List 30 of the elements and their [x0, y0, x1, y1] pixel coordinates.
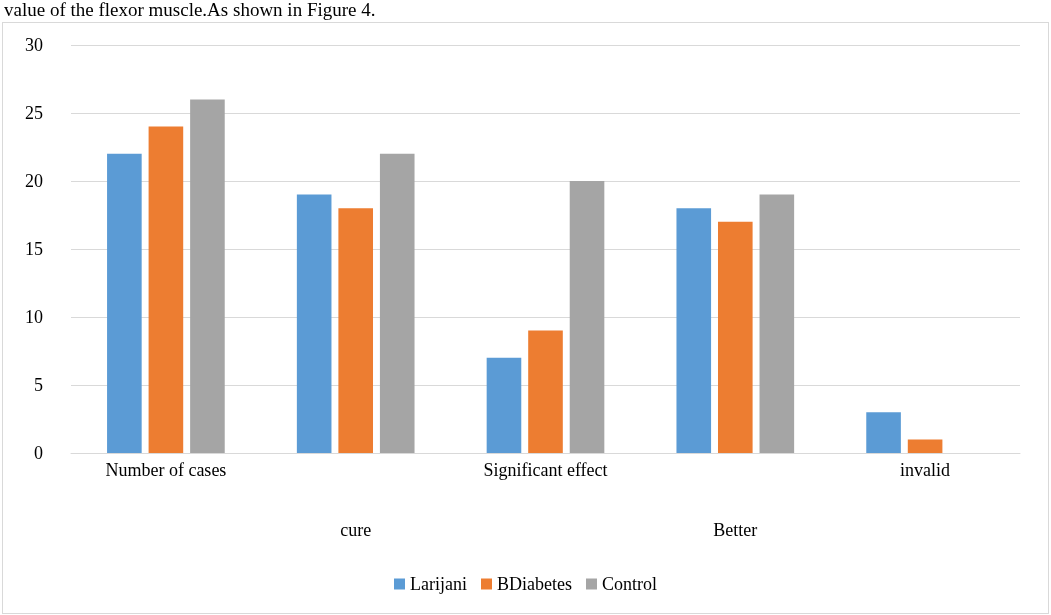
- x-tick-label: Number of cases: [105, 460, 227, 480]
- bar: [190, 99, 225, 453]
- text: value of the flexor muscle.As shown in Figure 4.: [4, 0, 376, 20]
- bar: [866, 412, 901, 453]
- y-tick-label: 5: [34, 375, 43, 395]
- y-tick-label: 0: [34, 443, 43, 463]
- x-tick-label: cure: [340, 520, 372, 540]
- y-tick-label: 20: [25, 171, 43, 191]
- bar: [296, 194, 332, 453]
- bar: [569, 181, 605, 453]
- y-tick-label: 25: [25, 103, 43, 123]
- y-tick-label: 15: [25, 239, 43, 259]
- bar: [528, 330, 563, 453]
- x-tick-label: Better: [713, 520, 758, 540]
- x-tick-label: invalid: [900, 460, 951, 480]
- y-tick-label: 10: [25, 307, 43, 327]
- bar: [148, 126, 184, 453]
- legend-label: Larijani: [410, 574, 468, 594]
- y-tick-label: 30: [25, 35, 43, 55]
- legend-label: BDiabetes: [496, 574, 572, 594]
- legend-label: Control: [601, 574, 657, 594]
- bar: [676, 208, 712, 453]
- bar: [907, 439, 943, 453]
- bar: [717, 221, 753, 453]
- bar: [486, 357, 522, 453]
- bar: [759, 194, 795, 453]
- x-tick-label: Significant effect: [483, 460, 608, 480]
- bar: [379, 153, 415, 453]
- bar: [338, 208, 374, 453]
- bar: [107, 153, 142, 453]
